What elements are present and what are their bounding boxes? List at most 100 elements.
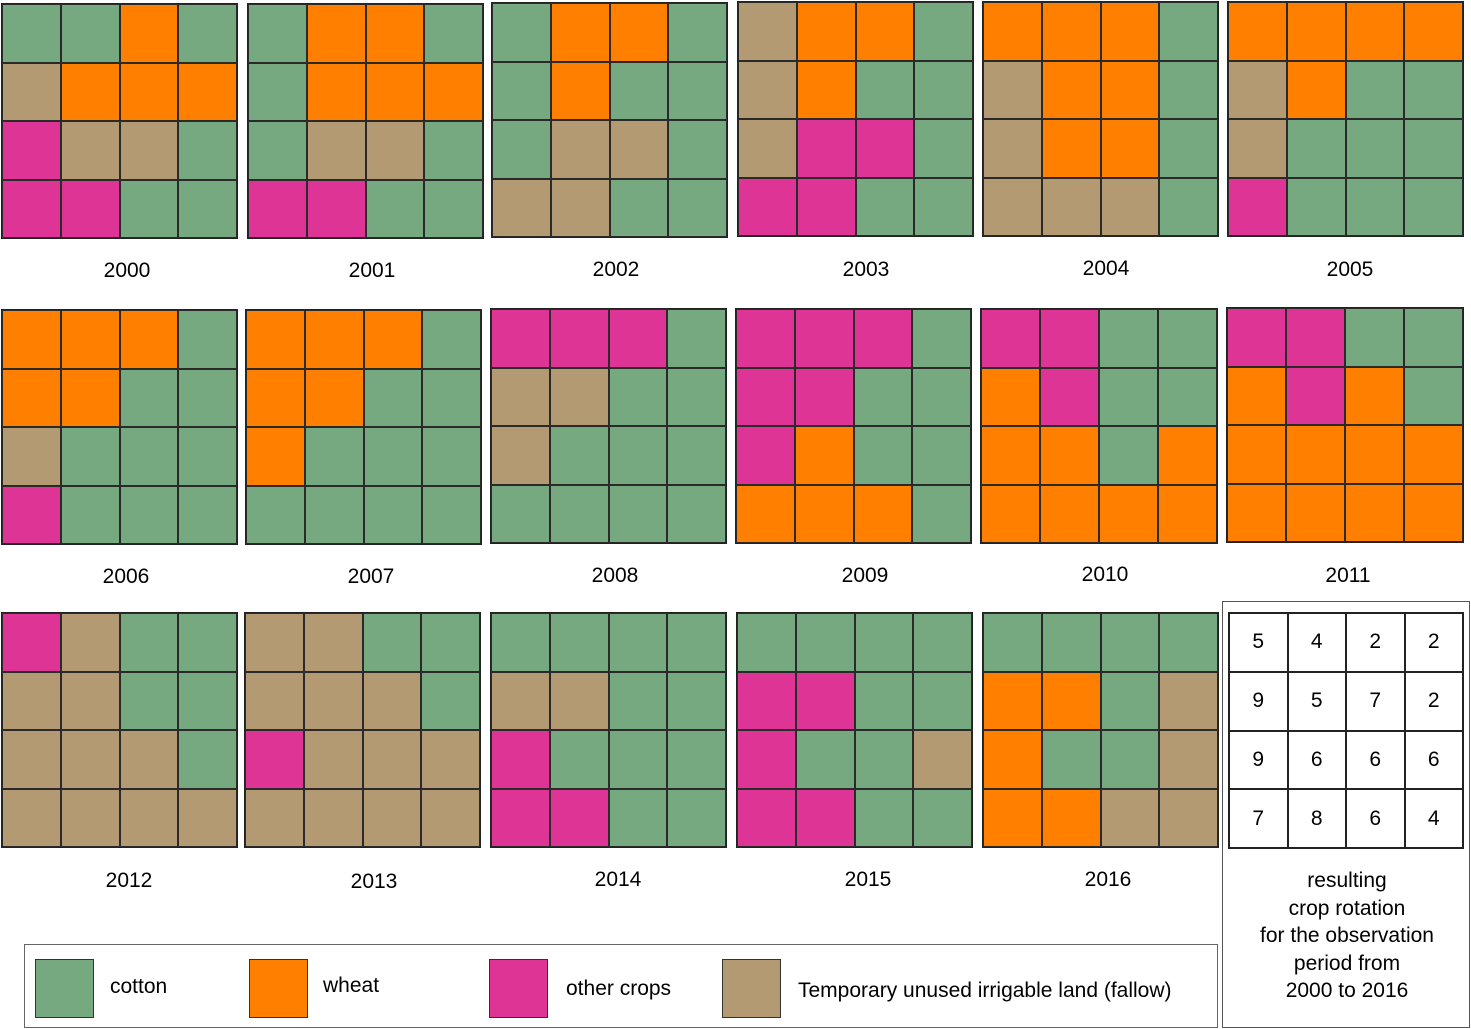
field-cell (1286, 425, 1345, 484)
field-cell (1404, 119, 1463, 178)
field-cell (1158, 309, 1217, 368)
rotation-count-cell: 7 (1229, 789, 1288, 848)
field-cell (1227, 366, 1286, 425)
field-cell (1404, 483, 1463, 542)
field-cell (306, 62, 366, 121)
rotation-count-cell: 6 (1287, 730, 1346, 790)
field-cell (2, 310, 61, 369)
field-cell (736, 367, 795, 426)
year-label: 2005 (1326, 258, 1374, 281)
field-cell (549, 671, 609, 730)
field-cell (913, 788, 972, 847)
field-cell (913, 671, 972, 730)
field-cell (1228, 177, 1287, 236)
field-cell (1159, 730, 1218, 789)
field-cell (119, 310, 179, 369)
field-cell (248, 62, 307, 121)
rotation-count-cell: 2 (1404, 613, 1463, 672)
field-cell (1040, 367, 1099, 426)
field-cell (60, 179, 120, 238)
crop-map-2011 (1226, 307, 1464, 543)
field-cell (492, 3, 551, 62)
field-cell (245, 788, 304, 847)
field-cell (854, 671, 914, 730)
field-cell (178, 671, 237, 730)
field-cell (981, 484, 1040, 543)
field-cell (1099, 309, 1158, 368)
crop-map-2003 (737, 1, 974, 237)
crop-map-2008 (490, 308, 727, 544)
rotation-count-cell: 2 (1346, 613, 1405, 672)
rotation-count-cell: 6 (1346, 730, 1405, 790)
field-cell (365, 179, 425, 238)
field-cell (855, 60, 915, 119)
rotation-count-cell: 5 (1229, 613, 1288, 672)
field-cell (794, 426, 854, 485)
field-cell (795, 671, 855, 730)
crop-map-2010 (980, 308, 1218, 544)
year-label: 2011 (1325, 564, 1371, 587)
field-cell (178, 788, 237, 847)
field-cell (1041, 730, 1101, 789)
field-cell (248, 4, 307, 63)
field-cell (1041, 177, 1101, 236)
field-cell (1404, 177, 1463, 236)
field-cell (1286, 2, 1346, 61)
field-cell (983, 671, 1042, 730)
field-cell (855, 177, 915, 236)
field-cell (303, 788, 363, 847)
field-cell (1228, 119, 1287, 178)
field-cell (1159, 119, 1218, 178)
field-cell (983, 60, 1042, 119)
field-cell (491, 484, 550, 543)
field-cell (248, 179, 307, 238)
field-cell (245, 613, 304, 672)
field-cell (667, 730, 726, 789)
legend-swatch-wheat (249, 959, 308, 1018)
crop-map-2007 (245, 309, 482, 545)
field-cell (981, 309, 1040, 368)
field-cell (912, 426, 971, 485)
field-cell (1041, 119, 1101, 178)
field-cell (1041, 788, 1101, 847)
field-cell (2, 613, 61, 672)
field-cell (2, 788, 61, 847)
caption-line: 2000 to 2016 (1285, 979, 1409, 1002)
field-cell (246, 310, 305, 369)
field-cell (795, 730, 855, 789)
year-label: 2010 (1081, 563, 1129, 586)
field-cell (738, 119, 797, 178)
field-cell (1345, 177, 1405, 236)
field-cell (736, 309, 795, 368)
field-cell (421, 613, 480, 672)
field-cell (609, 3, 669, 62)
crop-map-2013 (244, 612, 481, 848)
field-cell (491, 309, 550, 368)
field-cell (119, 613, 179, 672)
field-cell (178, 310, 237, 369)
field-cell (422, 427, 481, 486)
field-cell (1159, 671, 1218, 730)
field-cell (737, 671, 796, 730)
field-cell (178, 179, 237, 238)
field-cell (60, 671, 120, 730)
field-cell (1227, 483, 1286, 542)
field-cell (912, 367, 971, 426)
field-cell (119, 427, 179, 486)
field-cell (668, 3, 727, 62)
caption-line: for the observation (1260, 924, 1434, 947)
crop-map-2004 (982, 1, 1219, 237)
field-cell (855, 2, 915, 61)
field-cell (1286, 483, 1345, 542)
field-cell (1404, 2, 1463, 61)
field-cell (60, 4, 120, 63)
field-cell (363, 427, 423, 486)
field-cell (2, 368, 61, 427)
crop-map-2005 (1227, 1, 1464, 237)
field-cell (1286, 366, 1345, 425)
field-cell (736, 426, 795, 485)
field-cell (2, 671, 61, 730)
field-cell (492, 120, 551, 179)
field-cell (303, 730, 363, 789)
